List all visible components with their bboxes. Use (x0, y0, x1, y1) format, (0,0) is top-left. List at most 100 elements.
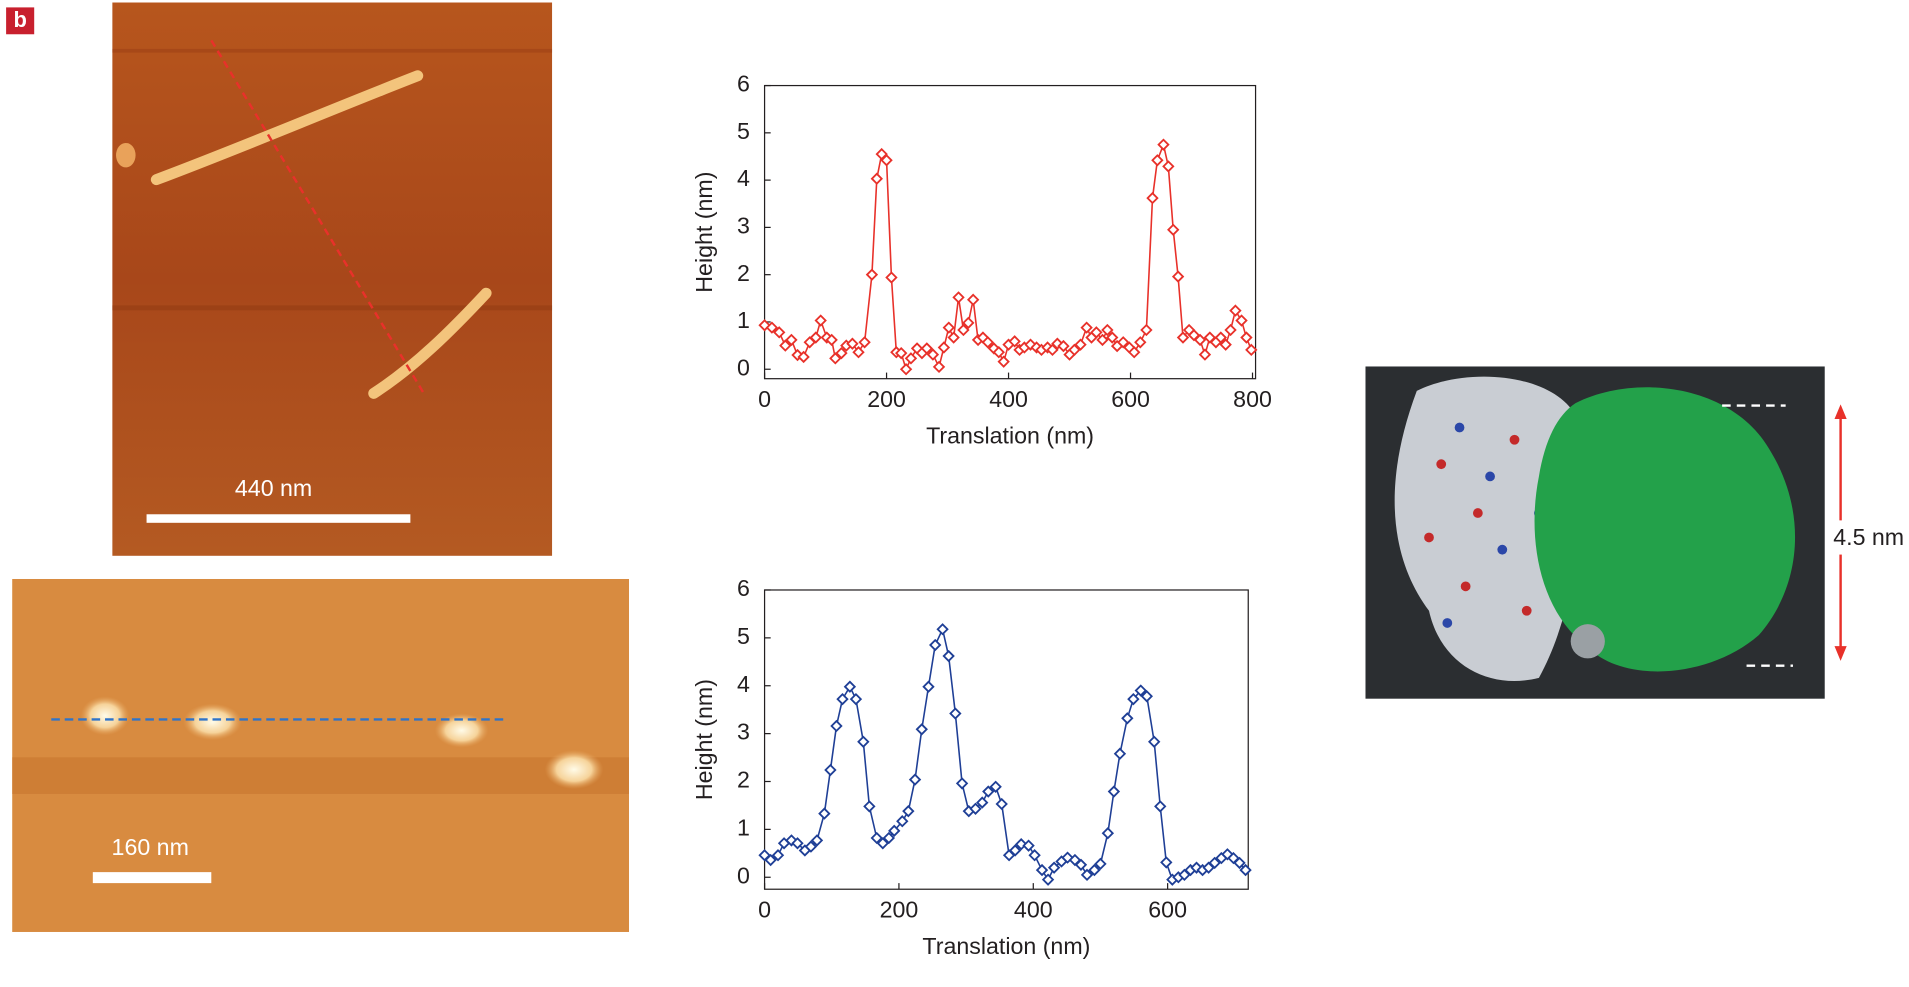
data-point (1134, 684, 1147, 697)
data-point (902, 805, 915, 818)
data-point (1113, 747, 1127, 760)
data-point (926, 348, 940, 361)
data-point (942, 321, 955, 334)
x-tick-label: 200 (880, 896, 919, 922)
data-point (1088, 863, 1101, 877)
y-tick-label: 4 (737, 165, 750, 191)
data-point (995, 797, 1008, 811)
data-point (791, 837, 804, 850)
label-bg (1825, 520, 1909, 555)
data-point (814, 314, 827, 327)
data-point (835, 346, 848, 360)
y-tick-label: 3 (737, 213, 750, 239)
data-point (1028, 849, 1041, 862)
data-point (1094, 857, 1107, 871)
data-point (989, 780, 1002, 793)
data-point (1068, 343, 1081, 357)
data-point (904, 352, 918, 365)
x-tick-label: 600 (1148, 896, 1187, 922)
y-tick-label: 3 (737, 719, 750, 745)
afm-image-top (112, 2, 553, 556)
data-point (1117, 336, 1130, 349)
data-point (785, 333, 798, 347)
data-point (888, 824, 901, 837)
data-point (810, 834, 824, 847)
data-point (1162, 160, 1175, 173)
data-point (880, 154, 893, 167)
data-point (955, 777, 969, 790)
data-point (981, 336, 994, 349)
protein-model (1365, 366, 1847, 699)
data-point (764, 853, 777, 867)
data-point (1140, 323, 1153, 337)
panel-badge (6, 7, 35, 35)
data-point (825, 333, 838, 347)
x-tick-label: 200 (867, 386, 906, 412)
data-point (962, 316, 975, 330)
data-point (1157, 138, 1170, 151)
data-point (1151, 154, 1164, 167)
data-point (1160, 856, 1173, 869)
data-point (818, 807, 831, 820)
data-point (1035, 863, 1049, 877)
data-point (949, 707, 962, 720)
data-point (846, 337, 859, 350)
data-point (1198, 348, 1212, 361)
data-point (876, 837, 889, 850)
data-point (957, 323, 970, 337)
data-point (920, 342, 933, 355)
data-point (804, 840, 818, 853)
data-point (765, 321, 779, 334)
y-tick-label: 0 (737, 862, 750, 888)
data-point (1128, 346, 1141, 359)
data-point (899, 363, 913, 376)
x-tick-label: 400 (989, 386, 1028, 412)
data-point (882, 831, 896, 845)
data-point (797, 350, 810, 364)
data-point (1193, 333, 1207, 347)
y-tick-label: 2 (737, 767, 750, 793)
data-point (779, 339, 792, 352)
y-tick-label: 2 (737, 260, 750, 286)
data-point (1239, 863, 1252, 877)
data-point (1101, 827, 1115, 840)
data-point (1167, 223, 1180, 236)
data-point (1127, 692, 1140, 706)
y-axis-label: Height (nm) (691, 172, 717, 293)
data-point (1101, 323, 1114, 337)
data-point (1008, 335, 1021, 348)
data-point (1121, 712, 1134, 725)
data-point (932, 360, 946, 374)
data-point (1022, 839, 1035, 852)
data-point (982, 785, 995, 798)
data-point (852, 346, 865, 359)
data-point (937, 341, 951, 354)
data-point (863, 800, 876, 813)
data-point (870, 831, 883, 845)
data-point (1233, 856, 1246, 870)
data-point (936, 623, 949, 636)
data-point (858, 336, 871, 349)
data-point (870, 172, 883, 185)
data-point (885, 271, 898, 284)
data-point (969, 802, 982, 815)
x-tick-label: 0 (758, 896, 771, 922)
y-tick-label: 6 (737, 71, 750, 97)
data-point (1240, 331, 1253, 344)
data-point (1154, 800, 1167, 813)
scale-label: 160 nm (112, 834, 189, 860)
panel-label: b (13, 7, 26, 32)
data-point (922, 680, 935, 693)
data-point (1074, 338, 1087, 351)
data-point (915, 723, 928, 736)
data-point (1090, 326, 1103, 339)
data-point (849, 692, 863, 706)
data-point (908, 773, 922, 786)
y-tick-label: 6 (737, 575, 750, 601)
y-tick-label: 5 (737, 118, 750, 144)
data-point (1245, 343, 1258, 357)
data-point (952, 291, 965, 304)
data-point (773, 326, 786, 339)
x-tick-label: 800 (1233, 386, 1272, 412)
data-point (843, 680, 857, 693)
